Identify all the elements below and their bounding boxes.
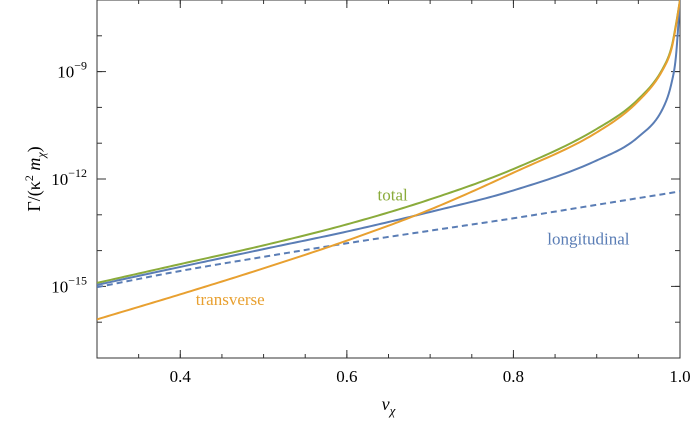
series-lines (97, 0, 680, 321)
series-label-transverse: transverse (196, 290, 265, 309)
y-axis-ticks: 10−9 10−12 10−15 (51, 0, 680, 359)
series-line-dashed (97, 190, 680, 289)
series-labels: total longitudinal transverse (196, 186, 630, 310)
series-line-longitudinal (97, 0, 680, 286)
series-label-total: total (378, 186, 408, 205)
y-tick-label: 10−15 (51, 273, 87, 296)
y-tick-label: 10−9 (57, 59, 87, 82)
x-tick-label: 0.4 (170, 367, 192, 386)
y-axis-label: Γ/(κ2 mχ) (22, 146, 48, 211)
plot-frame (96, 0, 681, 359)
x-axis-label: vχ (382, 394, 396, 418)
series-line-transverse (97, 0, 680, 321)
plot-border (96, 0, 681, 359)
x-tick-label: 0.6 (336, 367, 357, 386)
series-label-longitudinal: longitudinal (547, 229, 629, 248)
axis-titles: vχ Γ/(κ2 mχ) (22, 146, 396, 418)
x-tick-label: 0.8 (503, 367, 524, 386)
x-tick-label: 1.0 (669, 367, 690, 386)
x-axis-ticks: 0.4 0.6 0.8 1.0 (96, 0, 691, 386)
y-tick-label: 10−12 (51, 166, 87, 189)
